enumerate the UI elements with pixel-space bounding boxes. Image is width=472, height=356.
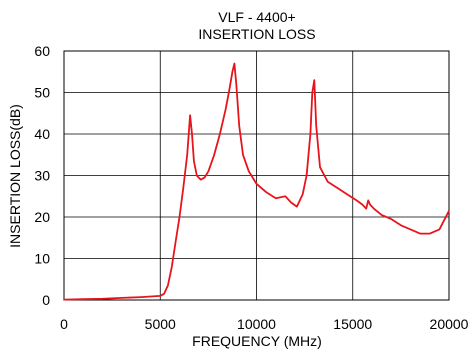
y-tick-label: 30 xyxy=(34,168,50,184)
y-tick-label: 50 xyxy=(34,85,50,101)
gridlines xyxy=(64,51,449,300)
series-group xyxy=(63,62,450,301)
y-axis-label: INSERTION LOSS(dB) xyxy=(7,104,23,248)
y-tick-label: 20 xyxy=(34,209,50,225)
y-tick-labels: 0 10 20 30 40 50 60 xyxy=(34,43,50,308)
plot-frame xyxy=(63,50,450,301)
chart-title: VLF - 4400+ xyxy=(218,9,295,25)
x-axis-label: FREQUENCY (MHz) xyxy=(192,333,322,349)
x-tick-label: 20000 xyxy=(430,316,469,332)
x-tick-label: 0 xyxy=(60,316,68,332)
x-tick-labels: 0 5000 10000 15000 20000 xyxy=(60,316,469,332)
x-tick-label: 15000 xyxy=(333,316,372,332)
y-tick-label: 0 xyxy=(42,292,50,308)
x-tick-label: 5000 xyxy=(145,316,176,332)
y-tick-label: 10 xyxy=(34,251,50,267)
y-tick-label: 60 xyxy=(34,43,50,59)
x-tick-label: 10000 xyxy=(237,316,276,332)
y-tick-label: 40 xyxy=(34,126,50,142)
series-line xyxy=(63,62,450,301)
chart-subtitle: INSERTION LOSS xyxy=(198,26,315,42)
